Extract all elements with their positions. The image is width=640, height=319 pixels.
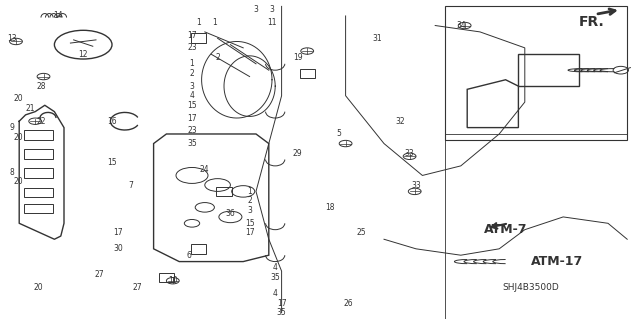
Text: 25: 25 bbox=[356, 228, 367, 237]
Bar bbox=[300, 69, 315, 78]
Text: 20: 20 bbox=[13, 94, 23, 103]
Bar bbox=[24, 188, 53, 197]
Text: 13: 13 bbox=[6, 34, 17, 43]
Text: 20: 20 bbox=[13, 133, 23, 142]
Text: SHJ4B3500D: SHJ4B3500D bbox=[503, 283, 559, 292]
Text: 4: 4 bbox=[189, 91, 195, 100]
Text: 33: 33 bbox=[404, 149, 415, 158]
Text: 3: 3 bbox=[189, 82, 195, 91]
Text: 15: 15 bbox=[107, 158, 117, 167]
Text: 1: 1 bbox=[189, 59, 195, 68]
Bar bbox=[445, 6, 627, 140]
Text: 33: 33 bbox=[411, 181, 421, 189]
Text: 2: 2 bbox=[215, 53, 220, 62]
Text: 6: 6 bbox=[186, 251, 191, 260]
Text: 7: 7 bbox=[129, 181, 134, 189]
Text: 9: 9 bbox=[9, 123, 14, 132]
Text: 27: 27 bbox=[132, 283, 143, 292]
Text: 30: 30 bbox=[113, 244, 124, 253]
Text: 15: 15 bbox=[187, 101, 197, 110]
Text: 28: 28 bbox=[37, 82, 46, 91]
Text: 8: 8 bbox=[9, 168, 14, 177]
Text: 31: 31 bbox=[372, 34, 383, 43]
Text: 23: 23 bbox=[187, 126, 197, 135]
Text: 18: 18 bbox=[325, 203, 334, 212]
Bar bbox=[24, 130, 53, 140]
Text: 3: 3 bbox=[269, 5, 275, 14]
Text: ATM-7: ATM-7 bbox=[484, 223, 527, 236]
Text: 12: 12 bbox=[79, 50, 88, 59]
Bar bbox=[518, 54, 579, 86]
Text: 2: 2 bbox=[247, 197, 252, 205]
Bar bbox=[159, 273, 174, 282]
Text: 35: 35 bbox=[187, 139, 197, 148]
Text: 5: 5 bbox=[337, 130, 342, 138]
Text: 4: 4 bbox=[273, 289, 278, 298]
Bar bbox=[191, 244, 206, 254]
Text: 17: 17 bbox=[244, 228, 255, 237]
Text: 1: 1 bbox=[247, 187, 252, 196]
Text: ATM-17: ATM-17 bbox=[531, 255, 583, 268]
Text: 11: 11 bbox=[268, 18, 276, 27]
Text: 22: 22 bbox=[37, 117, 46, 126]
Text: 34: 34 bbox=[456, 21, 466, 30]
Text: 27: 27 bbox=[94, 270, 104, 279]
Bar bbox=[24, 204, 53, 213]
Text: 17: 17 bbox=[187, 114, 197, 122]
Text: 17: 17 bbox=[276, 299, 287, 308]
Text: 32: 32 bbox=[395, 117, 405, 126]
Text: 21: 21 bbox=[26, 104, 35, 113]
Text: 14: 14 bbox=[52, 11, 63, 20]
Text: 36: 36 bbox=[225, 209, 236, 218]
Text: 20: 20 bbox=[13, 177, 23, 186]
Text: 15: 15 bbox=[244, 219, 255, 228]
Text: 35: 35 bbox=[276, 308, 287, 317]
Text: 23: 23 bbox=[187, 43, 197, 52]
Text: 20: 20 bbox=[33, 283, 44, 292]
Text: 3: 3 bbox=[253, 5, 259, 14]
Text: FR.: FR. bbox=[579, 15, 605, 29]
Text: 24: 24 bbox=[200, 165, 210, 174]
Text: 3: 3 bbox=[247, 206, 252, 215]
Text: 26: 26 bbox=[344, 299, 354, 308]
Text: 17: 17 bbox=[113, 228, 124, 237]
Bar bbox=[24, 149, 53, 159]
Bar bbox=[191, 33, 206, 43]
Text: 29: 29 bbox=[292, 149, 303, 158]
Text: 35: 35 bbox=[270, 273, 280, 282]
Text: 17: 17 bbox=[187, 31, 197, 40]
Text: 1: 1 bbox=[196, 18, 201, 27]
Text: 4: 4 bbox=[273, 263, 278, 272]
Bar bbox=[216, 187, 232, 196]
Bar bbox=[24, 168, 53, 178]
Text: 2: 2 bbox=[189, 69, 195, 78]
Text: 16: 16 bbox=[107, 117, 117, 126]
Text: 19: 19 bbox=[292, 53, 303, 62]
Text: 1: 1 bbox=[212, 18, 217, 27]
Text: 10: 10 bbox=[168, 276, 178, 285]
